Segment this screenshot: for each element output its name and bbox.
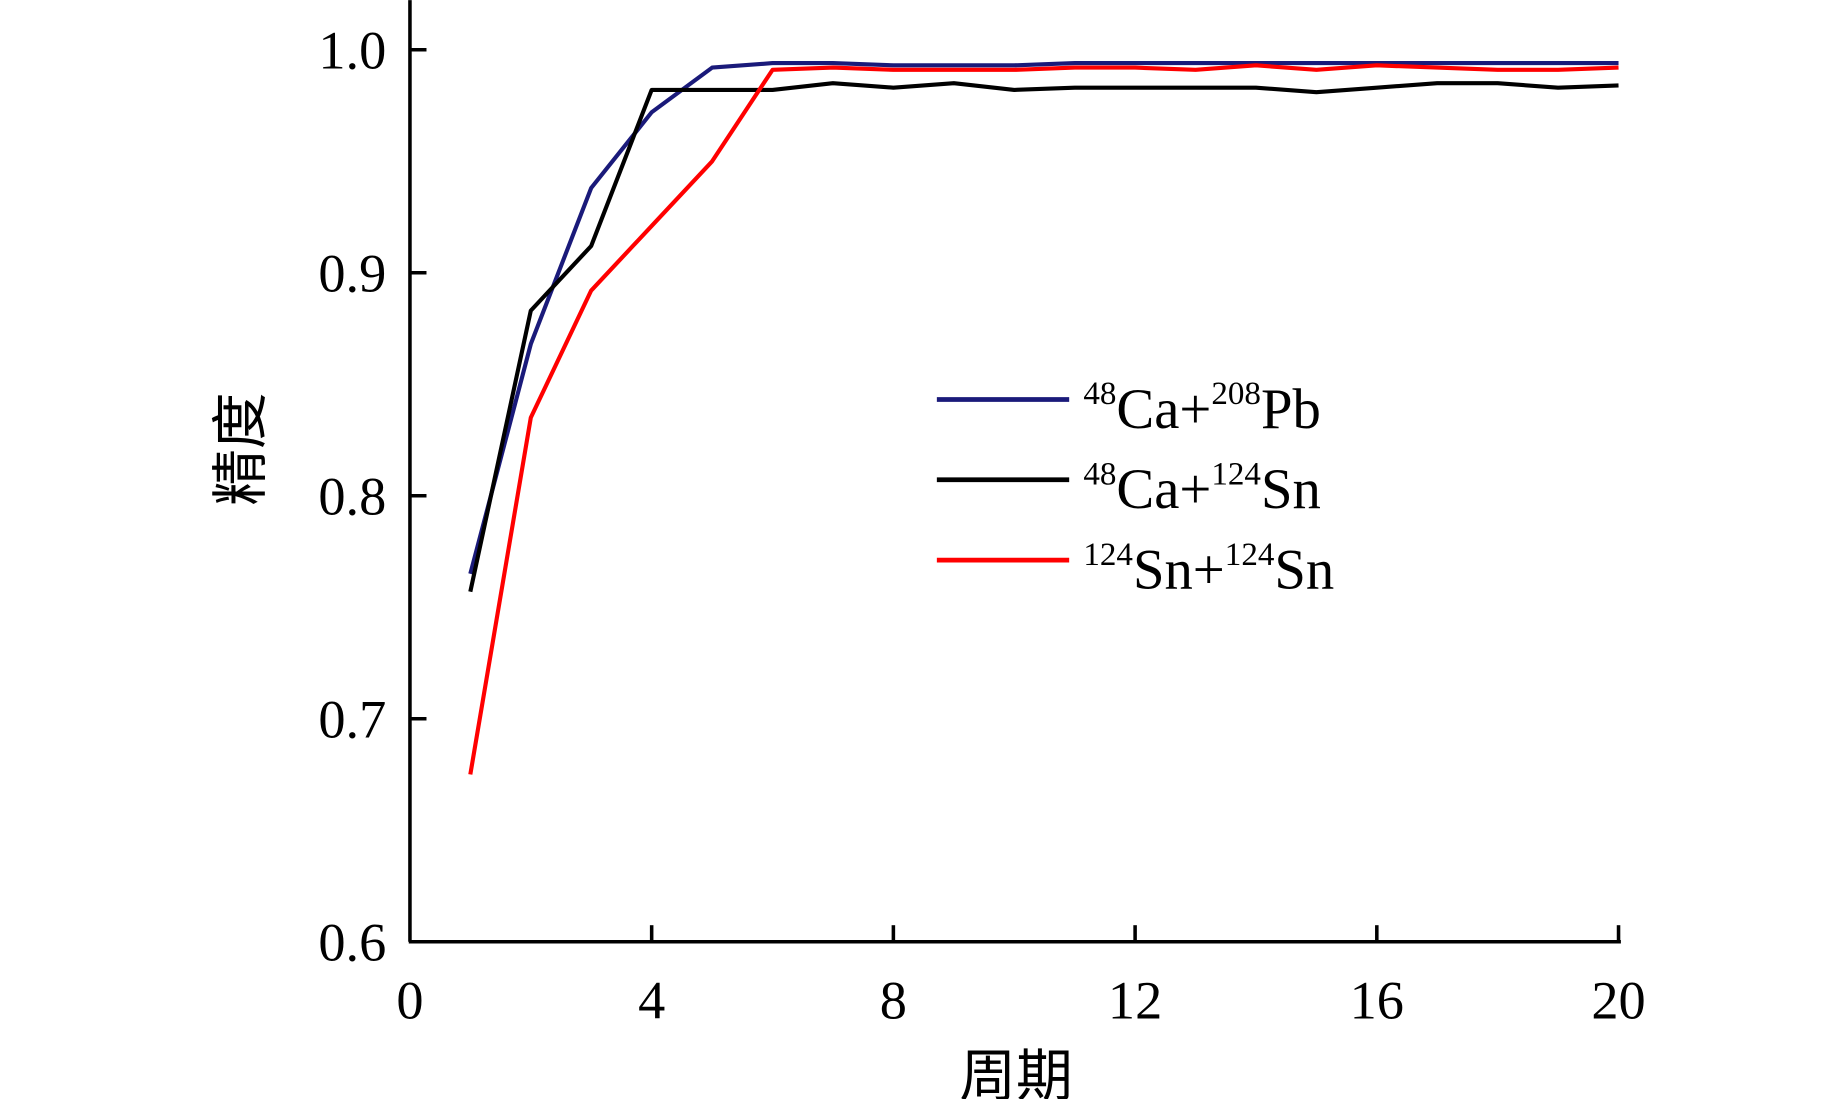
axes — [408, 0, 1621, 944]
x-tick-label: 12 — [1108, 971, 1162, 1031]
legend-text: Sn+ — [1133, 538, 1225, 601]
y-tick-label: 0.6 — [318, 913, 386, 973]
y-axis-label: 精度 — [210, 392, 273, 505]
legend-superscript: 124 — [1211, 457, 1261, 493]
series-line-1 — [468, 81, 1619, 593]
legend-text: Sn — [1274, 538, 1334, 601]
legend-item: 48Ca+124Sn — [936, 457, 1321, 522]
x-tick-label: 20 — [1591, 971, 1645, 1031]
series-line-2 — [468, 63, 1619, 775]
y-tick-label: 1.0 — [318, 21, 386, 81]
y-tick-label: 0.8 — [318, 467, 386, 527]
x-axis-label: 周期 — [959, 1045, 1072, 1099]
legend-superscript: 124 — [1225, 537, 1275, 573]
legend-superscript: 48 — [1083, 457, 1116, 493]
x-tick-label: 0 — [396, 971, 423, 1031]
legend-text: Ca+ — [1116, 378, 1211, 441]
legend-item: 124Sn+124Sn — [936, 537, 1334, 602]
legend-text: Pb — [1261, 378, 1321, 441]
legend-label: 48Ca+208Pb — [1083, 376, 1320, 441]
legend-superscript: 208 — [1211, 376, 1261, 412]
legend-superscript: 48 — [1083, 376, 1116, 412]
y-tick-label: 0.7 — [318, 690, 386, 750]
x-tick-label: 4 — [638, 971, 665, 1031]
x-tick-label: 8 — [880, 971, 907, 1031]
legend-superscript: 124 — [1083, 537, 1133, 573]
legend-text: Ca+ — [1116, 458, 1211, 521]
legend-label: 48Ca+124Sn — [1083, 457, 1320, 522]
series-line-0 — [468, 61, 1619, 575]
legend-text: Sn — [1261, 458, 1321, 521]
legend-label: 124Sn+124Sn — [1083, 537, 1334, 602]
y-tick-label: 0.9 — [318, 244, 386, 304]
legend-item: 48Ca+208Pb — [936, 376, 1321, 441]
x-tick-label: 16 — [1350, 971, 1404, 1031]
